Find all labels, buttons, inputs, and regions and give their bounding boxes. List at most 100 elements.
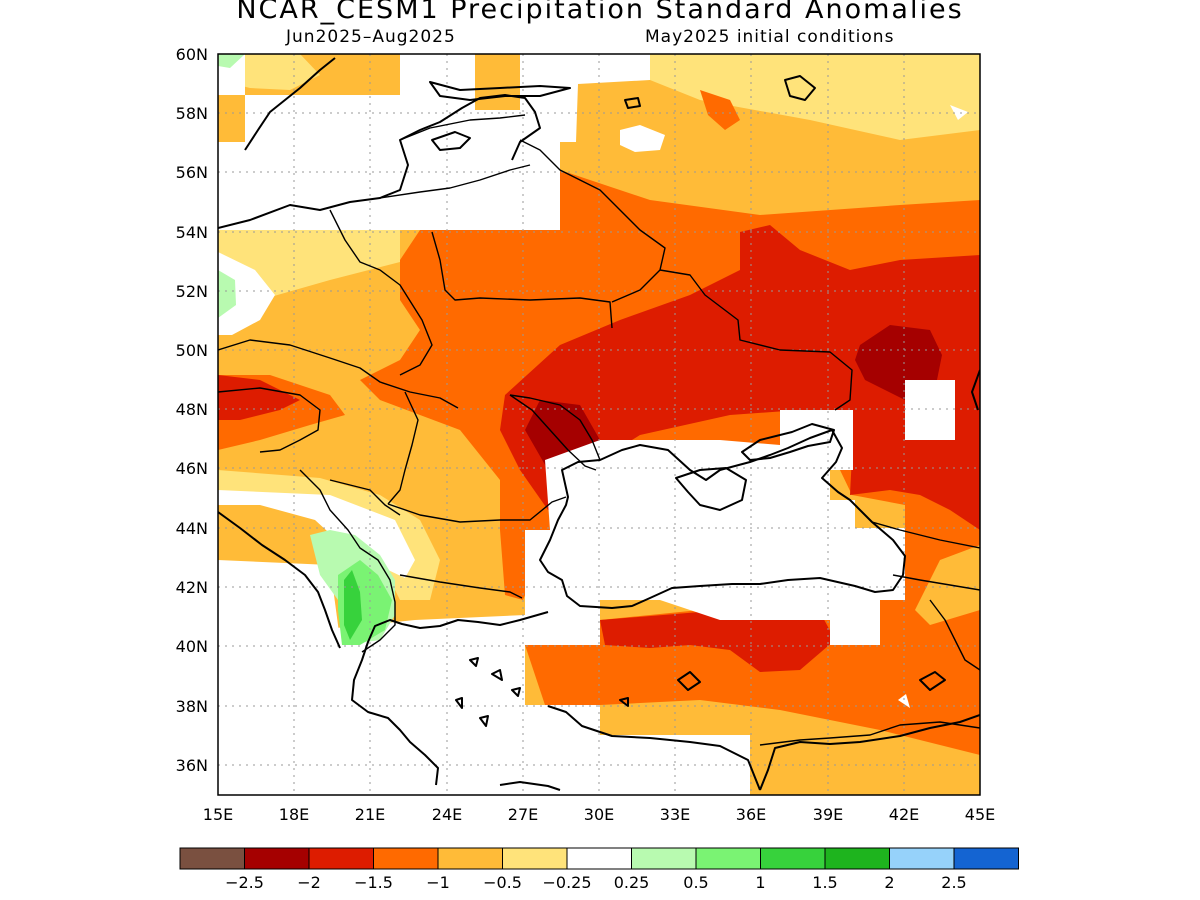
colorbar-label: −2.5 xyxy=(225,873,264,892)
border-armenia xyxy=(929,599,980,671)
lon-tick-label: 33E xyxy=(660,805,690,824)
caspian-edge xyxy=(971,369,980,411)
border-turkey-syria xyxy=(759,721,980,746)
crimea-coast xyxy=(675,467,747,511)
lat-tick-label: 56N xyxy=(176,163,208,182)
coastlines xyxy=(218,57,980,791)
lon-tick-label: 15E xyxy=(203,805,233,824)
gulf-of-finland xyxy=(429,81,571,101)
colorbar-label: 0.25 xyxy=(614,873,650,892)
lon-tick-label: 45E xyxy=(965,805,995,824)
colorbar-swatch xyxy=(631,847,697,870)
black-sea-coast xyxy=(539,429,906,609)
colorbar-label: −0.5 xyxy=(483,873,522,892)
lon-axis: 15E 18E 21E 24E 27E 30E 33E 36E 39E 42E … xyxy=(203,805,995,824)
border-bulgaria-south xyxy=(399,574,523,599)
colorbar-swatch xyxy=(760,847,826,870)
colorbar-swatch xyxy=(244,847,310,870)
initial-conditions: May2025 initial conditions xyxy=(645,27,895,47)
border-ukraine-russia xyxy=(659,269,853,411)
country-borders xyxy=(218,114,980,746)
colorbar-swatch xyxy=(502,847,568,870)
border-romania-moldova xyxy=(509,394,597,471)
colorbar-swatch xyxy=(179,847,245,870)
border-latvia-estonia xyxy=(399,114,526,141)
graticule xyxy=(218,54,980,795)
border-georgia-russia xyxy=(871,521,980,549)
aegean-islands xyxy=(455,657,629,727)
chart-title: NCAR_CESM1 Precipitation Standard Anomal… xyxy=(236,0,964,25)
border-serbia xyxy=(329,479,401,516)
lon-tick-label: 36E xyxy=(736,805,766,824)
forecast-period: Jun2025–Aug2025 xyxy=(286,27,456,47)
colorbar-swatch xyxy=(566,847,632,870)
colorbar-swatch xyxy=(308,847,374,870)
lat-tick-label: 60N xyxy=(176,45,208,64)
border-belarus-russia xyxy=(519,139,666,303)
crete xyxy=(499,781,561,791)
colorbar-label: 0.5 xyxy=(683,873,708,892)
colorbar-label: −1 xyxy=(426,873,450,892)
lon-tick-label: 27E xyxy=(508,805,538,824)
sweden-coast xyxy=(244,57,336,151)
border-austria-hungary xyxy=(218,387,321,453)
border-romania-bulgaria xyxy=(387,496,567,523)
colorbar-label: −2 xyxy=(297,873,321,892)
lon-tick-label: 42E xyxy=(889,805,919,824)
colorbar-label: −0.25 xyxy=(542,873,591,892)
border-turkey-georgia xyxy=(892,574,980,591)
anomaly-band-neutral xyxy=(218,54,968,795)
colorbar-swatch xyxy=(953,847,1019,870)
colorbar-swatch xyxy=(824,847,890,870)
colorbar-label: 1.5 xyxy=(812,873,837,892)
colorbar-label: 2 xyxy=(884,873,894,892)
turkey-south-coast xyxy=(547,705,761,791)
colorbar-swatch xyxy=(889,847,955,870)
lat-tick-label: 50N xyxy=(176,341,208,360)
lat-tick-label: 58N xyxy=(176,104,208,123)
border-hungary-romania xyxy=(387,391,419,505)
anomaly-band-red xyxy=(218,225,980,672)
lon-tick-label: 21E xyxy=(355,805,385,824)
border-poland-belarus xyxy=(431,231,613,329)
colorbar-label: 1 xyxy=(755,873,765,892)
colorbar-swatch xyxy=(695,847,761,870)
lat-tick-label: 44N xyxy=(176,519,208,538)
lon-tick-label: 18E xyxy=(279,805,309,824)
border-czech-slovakia xyxy=(218,339,459,409)
baltic-coast xyxy=(218,94,541,229)
lon-tick-label: 39E xyxy=(813,805,843,824)
lat-tick-label: 54N xyxy=(176,223,208,242)
lat-tick-label: 38N xyxy=(176,697,208,716)
border-poland-west xyxy=(329,209,433,376)
gulf-of-riga xyxy=(431,131,471,151)
colorbar-swatch xyxy=(437,847,503,870)
cyprus xyxy=(677,671,701,691)
colorbar-label: 2.5 xyxy=(941,873,966,892)
lake-van xyxy=(919,671,946,691)
eastern-med-coast xyxy=(759,714,980,791)
map-frame xyxy=(217,53,981,796)
lat-tick-label: 40N xyxy=(176,637,208,656)
border-moldova-ukraine xyxy=(509,394,601,461)
border-balkans xyxy=(299,469,396,653)
map-area xyxy=(218,54,980,795)
lon-tick-label: 24E xyxy=(432,805,462,824)
aegean-coast xyxy=(351,611,549,786)
colorbar: −2.5 −2 −1.5 −1 −0.5 −0.25 0.25 0.5 1 1.5 2 2.5 xyxy=(179,847,1019,892)
lat-tick-label: 46N xyxy=(176,459,208,478)
lat-tick-label: 36N xyxy=(176,756,208,775)
lat-tick-label: 52N xyxy=(176,282,208,301)
lat-axis: 60N 58N 56N 54N 52N 50N 48N 46N 44N 42N … xyxy=(176,45,208,775)
lat-tick-label: 42N xyxy=(176,578,208,597)
adriatic-coast xyxy=(218,511,341,649)
rybinsk-reservoir xyxy=(624,97,641,109)
colorbar-label: −1.5 xyxy=(354,873,393,892)
colorbar-swatch xyxy=(373,847,439,870)
lat-tick-label: 48N xyxy=(176,400,208,419)
lon-tick-label: 30E xyxy=(584,805,614,824)
lake-onega xyxy=(784,75,816,101)
border-lithuania xyxy=(379,164,531,199)
azov-coast xyxy=(741,423,835,461)
